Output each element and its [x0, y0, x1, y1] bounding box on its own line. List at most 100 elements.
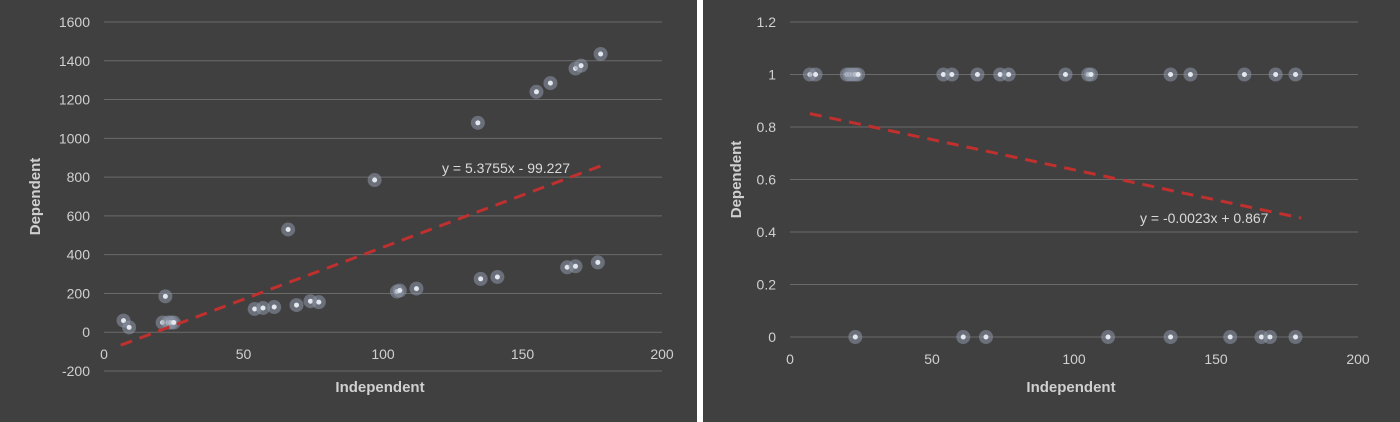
trendline: [809, 112, 1302, 220]
data-point-marker: [1168, 334, 1174, 340]
data-point-marker: [171, 320, 177, 326]
data-point: [1001, 67, 1016, 82]
x-tick-label: 150: [1204, 351, 1228, 367]
data-point: [568, 259, 583, 274]
data-point: [256, 300, 271, 315]
data-point: [978, 330, 993, 344]
y-tick-label: 0.4: [757, 224, 777, 240]
trendline-equation: y = -0.0023x + 0.867: [1140, 210, 1269, 226]
data-point-marker: [573, 263, 579, 269]
y-axis-title: Dependent: [728, 141, 745, 219]
trendline-equation: y = 5.3755x - 99.227: [442, 160, 570, 176]
data-point: [1101, 330, 1116, 344]
data-point-marker: [1267, 334, 1273, 340]
data-point-marker: [285, 226, 291, 232]
x-tick-label: 0: [100, 346, 108, 362]
data-point: [490, 269, 505, 284]
data-point-marker: [949, 72, 955, 77]
data-point-marker: [578, 63, 584, 69]
data-point: [848, 330, 863, 344]
data-point-marker: [547, 80, 553, 86]
data-point: [1288, 67, 1303, 82]
data-point-marker: [1062, 72, 1068, 77]
data-point-marker: [271, 304, 277, 310]
data-point-marker: [1293, 334, 1299, 340]
data-point-marker: [162, 293, 168, 299]
data-point: [808, 67, 823, 82]
x-tick-label: 50: [236, 346, 252, 362]
data-point-marker: [1088, 72, 1094, 77]
data-point-marker: [1241, 72, 1247, 77]
trendline: [120, 164, 602, 347]
data-point: [409, 281, 424, 296]
data-point-marker: [595, 259, 601, 265]
y-axis-title: Dependent: [27, 158, 44, 236]
data-point-marker: [533, 89, 539, 95]
data-point: [1163, 67, 1178, 82]
data-point: [122, 320, 137, 335]
data-point: [1268, 67, 1283, 82]
data-point: [944, 67, 959, 82]
data-point-marker: [316, 299, 322, 305]
y-tick-label: 0.2: [757, 277, 777, 293]
data-point: [1183, 67, 1198, 82]
data-point: [166, 315, 181, 330]
data-point-marker: [494, 274, 500, 280]
data-point-marker: [852, 334, 858, 340]
data-point-marker: [121, 318, 127, 324]
data-point: [473, 271, 488, 286]
data-point-marker: [1273, 72, 1279, 77]
data-point-marker: [1227, 334, 1233, 340]
data-point-marker: [413, 286, 419, 292]
data-point: [281, 222, 296, 237]
y-tick-label: 1200: [59, 92, 90, 108]
data-point: [158, 289, 173, 304]
data-point-marker: [1258, 334, 1264, 340]
data-point-marker: [252, 306, 258, 312]
x-axis-title: Independent: [335, 379, 424, 396]
data-point-marker: [598, 51, 604, 57]
x-tick-label: 100: [1062, 351, 1086, 367]
data-point: [311, 295, 326, 310]
y-tick-label: 0: [82, 324, 90, 340]
y-tick-label: 600: [67, 208, 91, 224]
y-tick-label: 200: [67, 285, 91, 301]
data-point: [1084, 67, 1099, 82]
data-point-marker: [564, 264, 570, 270]
data-point: [543, 76, 558, 91]
left-scatter-chart: -200 0 200 400 600 800 1000 1200 1400 1600 0 50 100 1…: [27, 14, 674, 396]
data-point-marker: [307, 298, 313, 304]
data-point: [970, 67, 985, 82]
y-tick-label: -200: [62, 363, 90, 379]
data-point: [392, 283, 407, 298]
x-axis-title: Independent: [1026, 379, 1115, 396]
data-point: [1223, 330, 1238, 344]
data-point: [1163, 330, 1178, 344]
data-point: [1262, 330, 1277, 344]
x-tick-label: 200: [650, 346, 674, 362]
data-point-marker: [997, 72, 1003, 77]
data-point-marker: [1006, 72, 1012, 77]
x-tick-label: 100: [371, 346, 395, 362]
data-point: [590, 255, 605, 270]
right-chart-panel: 0 0.2 0.4 0.6 0.8 1 1.2 0 50 100 150 200 Independent…: [703, 0, 1400, 422]
y-tick-label: 1400: [59, 53, 90, 69]
data-point: [1288, 330, 1303, 344]
data-point-marker: [940, 72, 946, 77]
x-tick-label: 50: [924, 351, 940, 367]
data-point: [1237, 67, 1252, 82]
data-point-marker: [126, 324, 132, 330]
y-tick-label: 1000: [59, 130, 90, 146]
x-tick-label: 150: [511, 346, 535, 362]
data-point-marker: [1105, 334, 1111, 340]
y-tick-label: 0.6: [757, 172, 777, 188]
data-point-marker: [1293, 72, 1299, 77]
right-scatter-chart: 0 0.2 0.4 0.6 0.8 1 1.2 0 50 100 150 200 Independent…: [728, 14, 1370, 396]
data-point: [593, 46, 608, 61]
y-tick-label: 0: [768, 329, 776, 345]
data-point-marker: [475, 120, 481, 126]
left-chart-panel: -200 0 200 400 600 800 1000 1200 1400 1600 0 50 100 1…: [0, 0, 697, 422]
data-point-marker: [855, 72, 861, 77]
data-point-marker: [813, 72, 819, 77]
data-point-marker: [983, 334, 989, 340]
